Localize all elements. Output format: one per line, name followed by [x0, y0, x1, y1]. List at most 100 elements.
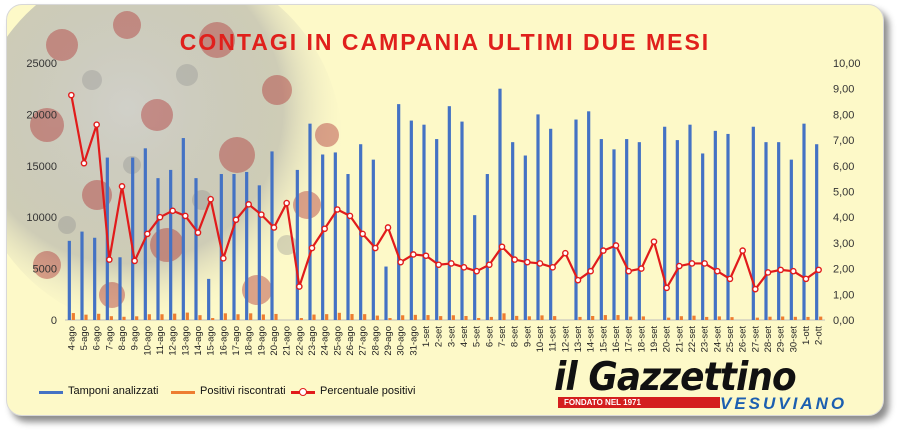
x-tick-label: 9-set [522, 326, 533, 347]
positivi-bar [173, 313, 177, 320]
x-tick-label: 21-set [674, 326, 685, 353]
percentuale-point [144, 230, 151, 238]
tamponi-bar [384, 266, 388, 320]
percentuale-point [701, 260, 708, 267]
percentuale-point [511, 256, 518, 263]
positivi-bar [679, 316, 683, 320]
percentuale-point [118, 183, 126, 190]
tamponi-bar [93, 237, 97, 320]
percentuale-point [460, 264, 468, 271]
x-tick-label: 24-ago [320, 326, 331, 356]
percentuale-point [296, 283, 303, 290]
x-tick-label: 8-set [510, 326, 521, 347]
x-tick-label: 20-set [662, 326, 673, 353]
tamponi-bar [295, 169, 299, 320]
tamponi-bar [713, 130, 717, 320]
positivi-bar [147, 314, 151, 320]
positivi-bar [135, 316, 139, 320]
percentuale-point [650, 238, 658, 245]
x-tick-label: 25-set [725, 326, 736, 353]
legend-label-positivi: Positivi riscontrati [200, 385, 286, 397]
tamponi-bar [257, 185, 261, 320]
percentuale-point [93, 121, 100, 128]
y-left-tick-label: 0 [51, 315, 57, 327]
x-tick-label: 7-set [497, 326, 508, 347]
x-tick-label: 23-ago [307, 326, 318, 356]
x-tick-label: 11-set [548, 326, 559, 352]
positivi-bar [109, 316, 113, 320]
x-tick-label: 27-set [750, 326, 761, 353]
tamponi-bar [802, 123, 806, 320]
x-tick-label: 15-ago [206, 326, 217, 356]
percentuale-point [384, 224, 392, 231]
logo-main-text: il Gazzettino [554, 355, 797, 400]
y-left-tick-label: 10000 [26, 212, 57, 224]
x-tick-label: 14-set [586, 326, 597, 353]
percentuale-point [308, 244, 316, 252]
tamponi-bar [751, 126, 755, 321]
tamponi-bar [675, 140, 679, 320]
y-right-tick-label: 6,00 [833, 161, 854, 173]
percentuale-point [334, 206, 341, 213]
positivi-bar [527, 316, 531, 320]
tamponi-bar [536, 114, 540, 321]
percentuale-point [473, 267, 480, 275]
x-tick-label: 4-ago [66, 326, 77, 350]
percentuale-point [258, 211, 265, 218]
tamponi-bar [485, 174, 489, 320]
tamponi-bar [270, 151, 274, 320]
y-right-tick-label: 0,00 [833, 315, 854, 327]
x-tick-label: 14-ago [193, 326, 204, 356]
tamponi-bar [663, 126, 667, 321]
positivi-bar [806, 316, 810, 320]
percentuale-point [68, 91, 75, 99]
y-right-tick-label: 10,00 [833, 58, 861, 70]
positivi-bar [629, 316, 633, 320]
positivi-bar [755, 317, 759, 320]
percentuale-point [410, 251, 417, 258]
x-tick-label: 28-set [763, 326, 774, 353]
percentuale-point [790, 267, 797, 275]
positivi-bar [413, 314, 417, 320]
tamponi-bar [232, 174, 236, 320]
x-tick-label: 23-set [700, 326, 711, 353]
y-right-tick-label: 1,00 [833, 289, 854, 301]
percentuale-point [524, 258, 531, 266]
y-left-tick-label: 5000 [33, 264, 57, 276]
x-tick-label: 1-set [421, 326, 432, 347]
percentuale-point [232, 216, 240, 224]
percentuale-point [106, 256, 113, 263]
positivi-bar [375, 315, 379, 320]
x-tick-label: 21-ago [282, 326, 293, 356]
tamponi-bar [726, 133, 730, 320]
tamponi-bar [118, 257, 122, 320]
tamponi-bar [574, 119, 578, 320]
tamponi-bar [156, 178, 160, 320]
tamponi-bar [447, 106, 451, 321]
percentuale-point [587, 267, 594, 275]
percentuale-point [283, 199, 290, 207]
x-tick-label: 7-ago [104, 326, 115, 350]
legend-swatch-tamponi [39, 391, 63, 394]
positivi-bar [388, 318, 392, 320]
percentuale-point [802, 275, 810, 283]
x-tick-label: 27-ago [358, 326, 369, 356]
positivi-bar [223, 313, 227, 320]
percentuale-point [562, 249, 569, 257]
x-tick-label: 16-set [611, 326, 622, 353]
positivi-bar [84, 314, 88, 320]
tamponi-bar [498, 88, 502, 320]
tamponi-bar [422, 124, 426, 321]
percentuale-point [435, 261, 442, 269]
tamponi-bar [815, 144, 819, 320]
positivi-bar [274, 313, 278, 320]
positivi-bar [312, 314, 316, 320]
x-tick-label: 5-set [472, 326, 483, 347]
x-tick-label: 24-set [712, 326, 723, 353]
y-left-tick-label: 15000 [26, 161, 57, 173]
positivi-bar [71, 313, 75, 320]
positivi-bar [502, 313, 506, 320]
x-tick-label: 26-ago [345, 326, 356, 356]
tamponi-bar [245, 171, 249, 320]
percentuale-point [777, 266, 784, 274]
